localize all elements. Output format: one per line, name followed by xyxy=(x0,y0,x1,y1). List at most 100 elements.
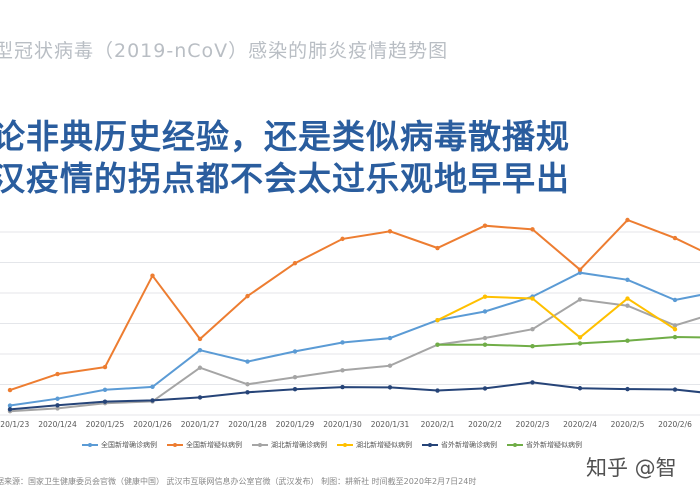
x-tick-label: 2020/2/2 xyxy=(468,420,502,429)
data-point xyxy=(387,229,393,234)
data-point xyxy=(55,406,60,411)
data-point xyxy=(625,386,630,392)
data-point xyxy=(150,273,155,278)
data-point xyxy=(530,380,535,385)
x-tick-label: 2020/1/28 xyxy=(228,420,267,429)
data-point xyxy=(435,245,440,251)
series-line-3 xyxy=(437,295,676,339)
data-point xyxy=(150,398,155,403)
data-point xyxy=(672,297,678,303)
data-point xyxy=(245,293,250,299)
data-point xyxy=(292,260,298,266)
data-point xyxy=(340,368,345,373)
data-point xyxy=(387,363,393,368)
legend-swatch xyxy=(167,442,183,447)
data-point xyxy=(625,303,630,308)
x-tick-label: 2020/2/5 xyxy=(611,420,645,429)
data-source-note: 据来源：国家卫生健康委员会官微（健康中国） 武汉市互联网信息办公室官微（武汉发布… xyxy=(0,477,477,486)
chart-subtitle: 型冠状病毒（2019-nCoV）感染的肺炎疫情趋势图 xyxy=(0,40,449,62)
data-point xyxy=(55,371,60,377)
data-point xyxy=(197,336,203,342)
data-point xyxy=(150,384,155,390)
legend-label: 省外新增确诊病例 xyxy=(441,441,497,449)
data-point xyxy=(625,296,630,301)
data-point xyxy=(7,407,13,412)
x-tick-label: 2020/1/27 xyxy=(181,420,220,429)
x-tick-label: 2020/1/24 xyxy=(38,420,77,429)
data-point xyxy=(245,390,250,395)
legend-item: 全国新增疑似病例 xyxy=(167,440,242,450)
x-tick-label: 2020/1/31 xyxy=(371,420,410,429)
data-point xyxy=(340,236,345,242)
data-point xyxy=(482,335,488,341)
data-point xyxy=(577,341,583,346)
data-point xyxy=(292,349,298,354)
data-point xyxy=(197,395,203,400)
data-point xyxy=(245,382,250,387)
data-point xyxy=(482,294,488,299)
x-tick-label: 2020/2/6 xyxy=(658,420,692,429)
data-point xyxy=(672,334,678,340)
data-point xyxy=(482,342,488,347)
x-tick-label: 2020/1/30 xyxy=(323,420,362,429)
legend-swatch xyxy=(507,442,523,447)
data-point xyxy=(672,387,678,392)
data-point xyxy=(197,347,203,353)
zhihu-watermark: 知乎 @智 xyxy=(586,456,677,480)
data-point xyxy=(672,323,678,328)
data-point xyxy=(672,327,678,332)
data-point xyxy=(577,335,583,340)
legend-item: 湖北新增确诊病例 xyxy=(252,440,327,450)
data-point xyxy=(435,318,440,323)
chart-legend: 全国新增确诊病例 全国新增疑似病例 湖北新增确诊病例 湖北新增疑似病例 省外新增确诊病例… xyxy=(82,440,582,450)
legend-item: 湖北新增疑似病例 xyxy=(337,440,412,450)
data-point xyxy=(245,359,250,364)
data-point xyxy=(625,277,630,282)
data-point xyxy=(292,375,298,380)
data-point xyxy=(55,403,60,408)
data-point xyxy=(102,399,108,404)
data-point xyxy=(530,326,535,332)
legend-item: 省外新增疑似病例 xyxy=(507,440,582,450)
x-tick-label: 2020/2/1 xyxy=(421,420,455,429)
data-point xyxy=(435,342,440,347)
series-line-0 xyxy=(9,271,700,407)
legend-swatch xyxy=(82,442,98,447)
data-point xyxy=(340,340,345,345)
series-line-4 xyxy=(9,381,700,411)
data-point xyxy=(625,338,630,343)
data-point xyxy=(482,223,488,228)
legend-item: 全国新增确诊病例 xyxy=(82,440,157,450)
x-tick-label: 2020/2/3 xyxy=(516,420,550,429)
x-tick-label: 2020/1/23 xyxy=(0,420,29,429)
data-point xyxy=(530,227,535,232)
x-tick-label: 2020/1/29 xyxy=(276,420,315,429)
series-line-2 xyxy=(9,298,700,413)
data-point xyxy=(197,365,203,370)
data-point xyxy=(577,386,583,391)
data-point xyxy=(387,335,393,341)
x-tick-label: 2020/1/25 xyxy=(86,420,125,429)
data-point xyxy=(7,403,13,408)
legend-label: 湖北新增疑似病例 xyxy=(356,441,412,449)
legend-label: 全国新增确诊病例 xyxy=(101,441,157,449)
x-tick-label: 2020/1/26 xyxy=(133,420,172,429)
data-point xyxy=(55,396,60,401)
data-point xyxy=(577,267,583,272)
headline-line-1: 论非典历史经验，还是类似病毒散播规 xyxy=(0,117,570,156)
data-point xyxy=(102,387,108,393)
data-point xyxy=(577,270,583,275)
data-point xyxy=(340,384,345,390)
data-point xyxy=(102,364,108,370)
data-point xyxy=(577,297,583,302)
legend-label: 全国新增疑似病例 xyxy=(186,441,242,449)
legend-label: 省外新增疑似病例 xyxy=(526,441,582,449)
legend-swatch xyxy=(422,442,438,447)
data-point xyxy=(292,386,298,392)
series-line-1 xyxy=(9,218,700,392)
data-point xyxy=(530,343,535,349)
data-point xyxy=(530,296,535,301)
data-point xyxy=(482,386,488,391)
data-point xyxy=(672,235,678,241)
